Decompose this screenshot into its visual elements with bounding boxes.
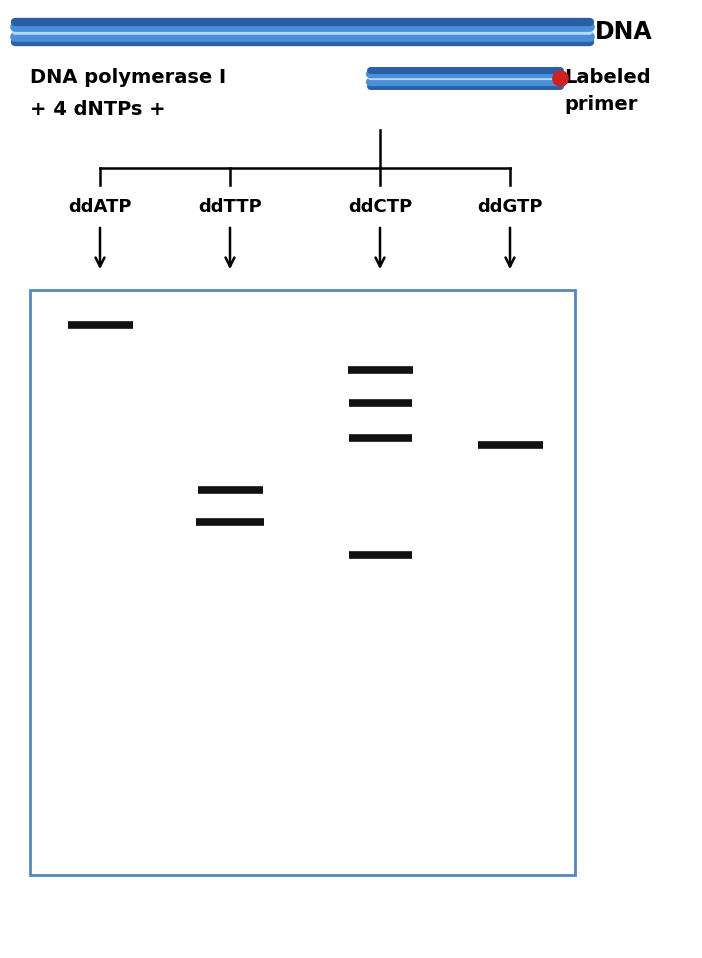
Text: DNA polymerase I: DNA polymerase I [30,68,226,87]
Text: ddCTP: ddCTP [348,198,412,216]
Text: primer: primer [564,95,637,114]
Text: Labeled: Labeled [564,68,651,87]
Text: ddGTP: ddGTP [477,198,543,216]
Bar [30,290,575,875]
Text: ddATP: ddATP [68,198,132,216]
Text: ddTTP: ddTTP [198,198,262,216]
Text: DNA: DNA [595,20,653,44]
Text: + 4 dNTPs +: + 4 dNTPs + [30,100,166,119]
